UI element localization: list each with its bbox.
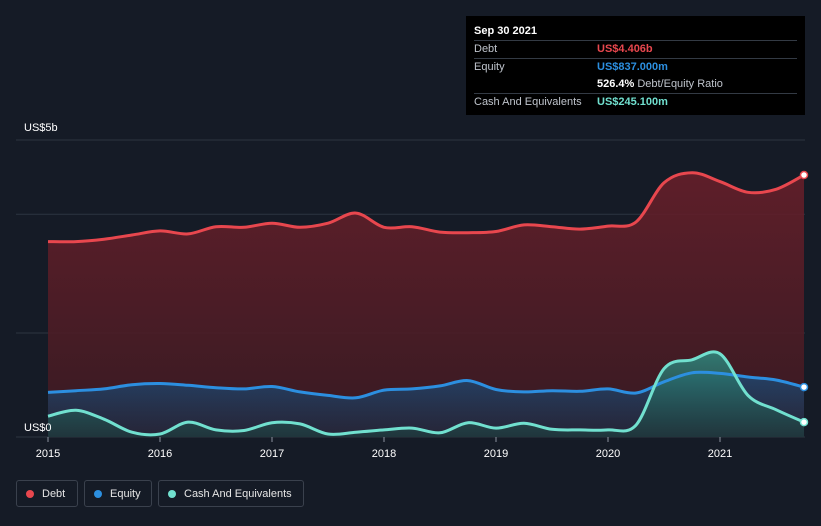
debt-dot-icon [26, 489, 34, 498]
cash-and-equivalents-line [47, 350, 805, 437]
equity-endpoint [799, 382, 809, 392]
tooltip-date: Sep 30 2021 [474, 25, 537, 37]
legend-cash-label: Cash And Equivalents [184, 487, 292, 500]
tooltip-equity-value: US$837.000m [597, 61, 668, 73]
debt-endpoint [799, 170, 809, 180]
tooltip-equity-label: Equity [474, 61, 505, 73]
tooltip-debt-label: Debt [474, 43, 498, 55]
legend-item-debt[interactable]: Debt [16, 480, 78, 507]
cash-dot-icon [168, 489, 176, 498]
tooltip-row-debt: Debt US$4.406b [474, 40, 797, 58]
tooltip-ratio-value: 526.4% [597, 78, 635, 90]
tooltip-row-cash: Cash And Equivalents US$245.100m [474, 93, 797, 111]
cash-and-equivalents-endpoint [799, 417, 809, 427]
equity-area [48, 372, 804, 437]
legend-equity-label: Equity [110, 487, 141, 500]
x-tick-label: 2021 [708, 448, 732, 460]
tooltip-row-ratio: 526.4% Debt/Equity Ratio [474, 76, 797, 93]
x-tick-label: 2017 [260, 448, 284, 460]
x-tick-label: 2020 [596, 448, 620, 460]
cash-and-equivalents-area [48, 351, 804, 437]
tooltip-ratio-label: Debt/Equity Ratio [637, 78, 723, 90]
debt-line [47, 171, 805, 244]
debt-area [48, 172, 804, 438]
y-axis-top-label: US$5b [24, 122, 58, 134]
x-tick-label: 2019 [484, 448, 508, 460]
data-tooltip: Sep 30 2021 Debt US$4.406b Equity US$837… [466, 16, 805, 115]
tooltip-cash-value: US$245.100m [597, 96, 668, 108]
legend-item-equity[interactable]: Equity [84, 480, 152, 507]
x-tick-label: 2015 [36, 448, 60, 460]
tooltip-debt-value: US$4.406b [597, 43, 653, 55]
tooltip-cash-label: Cash And Equivalents [474, 96, 582, 108]
legend-debt-label: Debt [42, 487, 66, 500]
equity-line [47, 370, 805, 400]
equity-dot-icon [94, 489, 102, 498]
y-axis-bottom-label: US$0 [24, 422, 52, 434]
x-tick-label: 2016 [148, 448, 172, 460]
x-tick-label: 2018 [372, 448, 396, 460]
tooltip-row-equity: Equity US$837.000m [474, 58, 797, 76]
legend-item-cash[interactable]: Cash And Equivalents [158, 480, 304, 507]
